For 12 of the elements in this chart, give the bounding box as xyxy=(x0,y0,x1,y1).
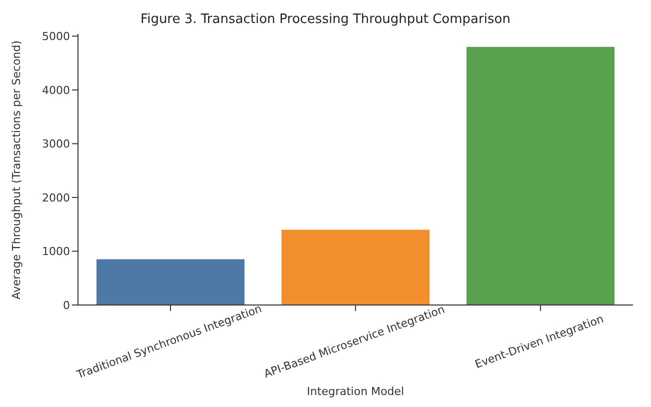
bar xyxy=(466,46,614,305)
y-tick-label: 0 xyxy=(63,298,70,312)
y-axis-title: Average Throughput (Transactions per Second) xyxy=(10,40,23,300)
chart-title: Figure 3. Transaction Processing Throughput Comparison xyxy=(140,12,512,27)
y-tick-label: 2000 xyxy=(42,191,70,204)
x-axis-title: Integration Model xyxy=(306,385,404,398)
y-tick-label: 5000 xyxy=(42,30,70,44)
bar xyxy=(282,230,430,305)
y-tick-label: 4000 xyxy=(42,84,70,97)
y-tick-label: 3000 xyxy=(42,138,70,151)
y-tick-label: 1000 xyxy=(42,245,70,258)
bar xyxy=(96,259,244,305)
